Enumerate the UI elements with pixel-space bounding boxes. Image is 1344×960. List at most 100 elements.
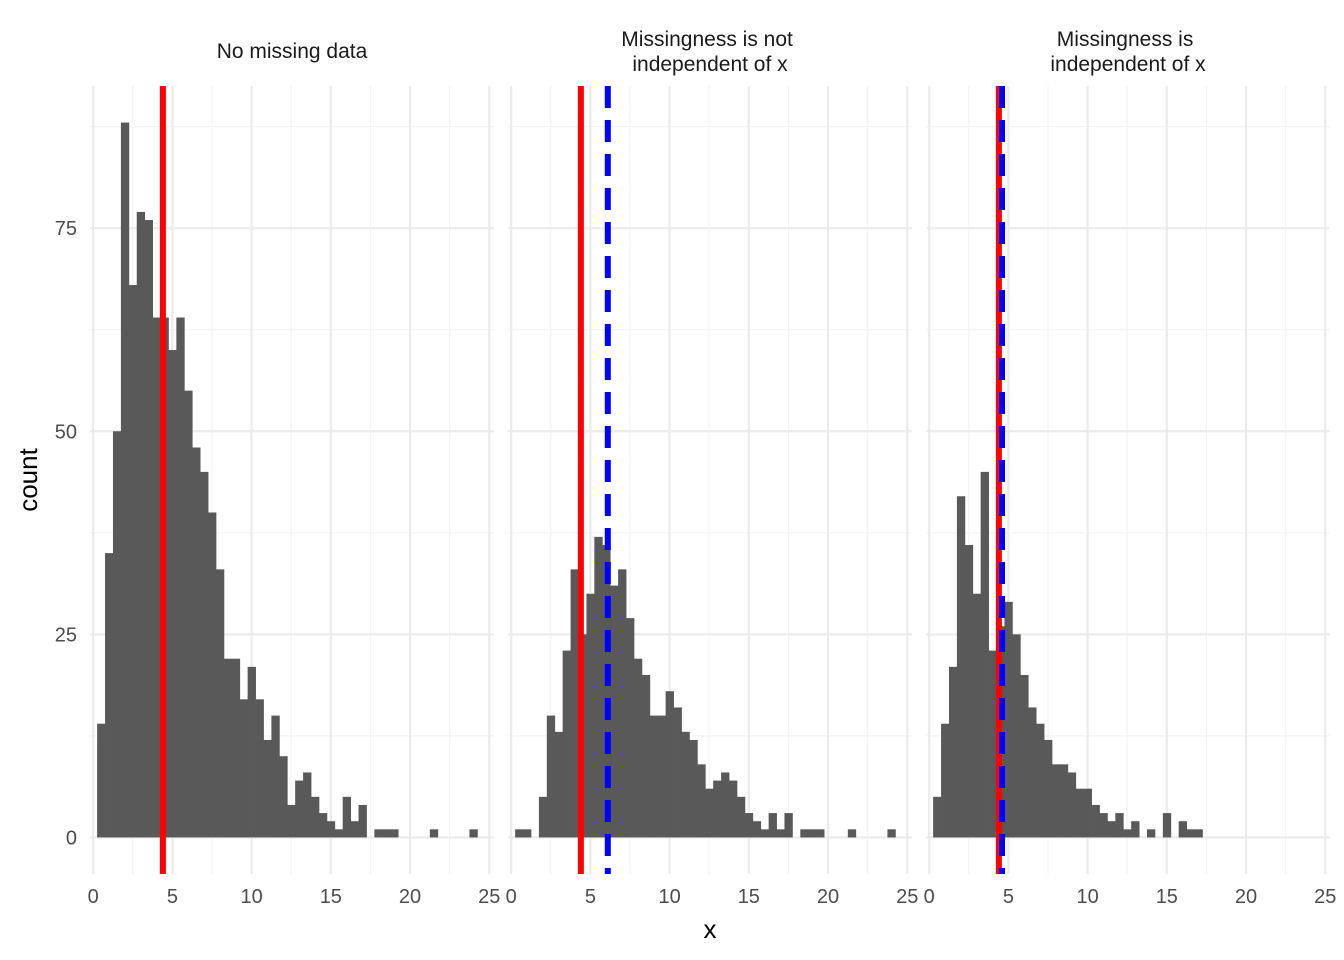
histogram-bar: [681, 731, 690, 838]
histogram-bar: [1091, 804, 1100, 838]
histogram-bar: [673, 707, 682, 838]
histogram-bar: [231, 658, 241, 838]
histogram-bar: [1194, 829, 1203, 838]
histogram-bar: [980, 471, 989, 838]
histogram-bar: [956, 496, 966, 838]
x-tick-label: 25: [1314, 886, 1336, 908]
x-tick-label: 20: [817, 886, 839, 908]
histogram-bar: [152, 317, 161, 838]
histogram-bar: [1083, 788, 1092, 838]
histogram-bar: [279, 756, 288, 838]
histogram-bar: [1012, 634, 1021, 838]
histogram-bar: [776, 829, 785, 838]
x-axis-title: x: [704, 914, 717, 944]
histogram-bar: [641, 674, 651, 838]
histogram-bar: [972, 593, 982, 838]
x-tick-label: 15: [320, 886, 342, 908]
histogram-bar: [554, 731, 564, 838]
histogram-bar: [847, 829, 857, 838]
panel-title-1: No missing data: [217, 40, 368, 63]
panel-title-2: Missingness is not independent of x: [621, 28, 798, 76]
histogram-bar: [429, 829, 439, 838]
histogram-bar: [1147, 829, 1156, 838]
x-tick-label: 10: [658, 886, 680, 908]
histogram-bar: [382, 829, 391, 838]
histogram-bar: [184, 390, 193, 838]
panel-x-ticks: 0 5 10 15 20 25: [88, 886, 501, 908]
histogram-bar: [948, 666, 958, 838]
histogram-bar: [768, 813, 777, 838]
panel-bars: [933, 471, 1203, 838]
histogram-bar: [223, 658, 233, 838]
histogram-bar: [1067, 772, 1077, 838]
histogram-bar: [1131, 821, 1140, 838]
facet-panel-3: Missingness is independent of x 0 5 10 15 20…: [924, 28, 1337, 908]
histogram-bar: [136, 211, 146, 838]
histogram-bar: [887, 829, 896, 838]
histogram-bar: [374, 829, 383, 838]
histogram-bar: [665, 691, 674, 838]
x-tick-label: 25: [478, 886, 500, 908]
histogram-bar: [760, 829, 770, 838]
histogram-bar: [247, 666, 256, 838]
histogram-bar: [326, 821, 336, 838]
histogram-bar: [200, 471, 209, 838]
histogram-bar: [570, 569, 579, 838]
histogram-bar: [626, 618, 635, 838]
histogram-bar: [1075, 788, 1085, 838]
histogram-bar: [515, 829, 524, 838]
histogram-bar: [1044, 739, 1053, 838]
x-tick-label: 5: [585, 886, 596, 908]
histogram-bar: [594, 536, 603, 838]
histogram-bar: [311, 796, 320, 838]
x-tick-label: 20: [399, 886, 421, 908]
histogram-bar: [657, 715, 667, 838]
histogram-bar: [964, 544, 974, 838]
histogram-bar: [342, 796, 352, 838]
histogram-bar: [1178, 821, 1188, 838]
histogram-bar: [239, 699, 249, 838]
histogram-bar: [1115, 813, 1124, 838]
panel-mean-lines: [577, 86, 611, 874]
histogram-bar: [816, 829, 825, 838]
histogram-bar: [271, 715, 280, 838]
y-tick-label: 0: [66, 827, 77, 849]
facet-panel-2: Missingness is not independent of x 0 5 10…: [506, 28, 919, 908]
y-tick-label: 25: [55, 624, 77, 646]
histogram-bar: [334, 829, 344, 838]
panel-grid: [508, 86, 912, 874]
x-tick-label: 0: [88, 886, 99, 908]
x-tick-label: 0: [924, 886, 935, 908]
histogram-bar: [649, 715, 659, 838]
histogram-bar: [546, 715, 556, 838]
histogram-bar: [128, 285, 138, 838]
histogram-bar: [752, 821, 762, 838]
histogram-bar: [713, 780, 722, 838]
x-tick-label: 25: [896, 886, 918, 908]
histogram-bar: [1123, 829, 1132, 838]
y-tick-label: 50: [55, 421, 77, 443]
panel-title-2-line-2: independent of x: [632, 53, 788, 76]
histogram-bar: [97, 723, 106, 838]
histogram-bar: [705, 788, 714, 838]
histogram-bar: [1099, 813, 1108, 838]
histogram-bar: [602, 544, 611, 838]
histogram-bar: [1020, 674, 1029, 838]
panel-bars: [97, 122, 478, 838]
histogram-bar: [729, 780, 738, 838]
histogram-bar: [610, 585, 619, 838]
histogram-bar: [784, 813, 793, 838]
x-tick-label: 0: [506, 886, 517, 908]
histogram-bar: [941, 723, 950, 838]
histogram-bar: [287, 804, 296, 838]
histogram-bar: [350, 821, 359, 838]
histogram-bar: [744, 813, 754, 838]
panel-title-3: Missingness is independent of x: [1050, 28, 1206, 76]
histogram-bar: [112, 431, 122, 838]
panel-x-ticks: 0 5 10 15 20 25: [924, 886, 1337, 908]
histogram-bar: [562, 650, 571, 838]
histogram-bar: [1059, 764, 1069, 838]
panel-title-2-line-1: Missingness is not: [621, 28, 793, 51]
panel-title-3-line-1: Missingness is: [1057, 28, 1194, 51]
